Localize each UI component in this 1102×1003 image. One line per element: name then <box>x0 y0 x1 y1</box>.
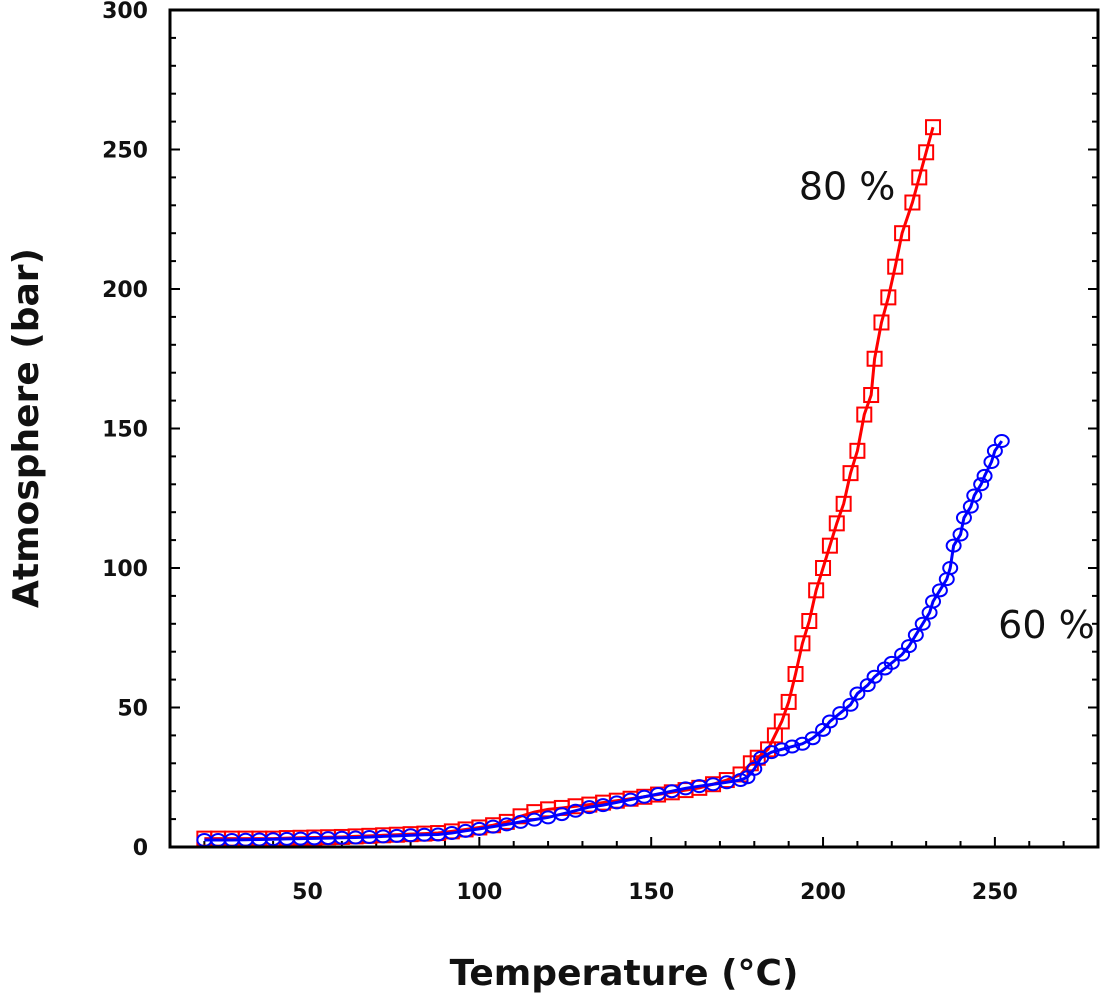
data-point <box>955 510 972 525</box>
data-point <box>866 669 883 684</box>
data-point <box>904 194 921 211</box>
data-point <box>821 537 838 554</box>
y-tick-label: 300 <box>102 0 148 24</box>
data-point <box>866 350 883 367</box>
x-tick-label: 250 <box>972 880 1018 905</box>
data-point <box>873 314 890 331</box>
data-point <box>746 761 763 776</box>
annotation-80: 80 % <box>799 165 896 209</box>
annotation-60: 60 % <box>998 603 1095 647</box>
data-point <box>918 144 935 161</box>
data-point <box>849 442 866 459</box>
y-tick-label: 150 <box>102 418 148 443</box>
data-point <box>856 406 873 423</box>
data-point <box>911 169 928 186</box>
data-point <box>780 693 797 710</box>
x-tick-label: 150 <box>628 880 674 905</box>
y-tick-label: 100 <box>102 557 148 582</box>
data-point <box>832 706 849 721</box>
series-1 <box>196 434 1010 848</box>
data-point <box>784 739 801 754</box>
data-point <box>993 434 1010 449</box>
data-point <box>942 561 959 575</box>
ticks: 50 100 150 200 250 0 50 100 150 200 250 300 <box>102 0 1098 905</box>
y-tick-label: 50 <box>117 697 148 722</box>
y-tick-label: 250 <box>102 139 148 164</box>
data-point <box>907 627 924 642</box>
data-point <box>952 527 969 542</box>
data-point <box>925 119 942 136</box>
y-axis-label: Atmosphere (bar) <box>6 248 47 608</box>
data-point <box>815 560 832 576</box>
data-point <box>849 686 866 701</box>
data-point <box>966 488 983 503</box>
data-point <box>804 731 821 746</box>
data-point <box>925 594 942 609</box>
data-point <box>880 289 897 306</box>
series-0 <box>196 119 942 847</box>
y-tick-label: 200 <box>102 278 148 303</box>
x-axis-label: Temperature (°C) <box>450 953 799 994</box>
data-point <box>763 745 780 760</box>
data-point <box>973 477 990 492</box>
data-point <box>842 465 859 482</box>
series-line <box>204 440 1003 842</box>
data-point <box>808 582 825 599</box>
data-point <box>986 443 1003 458</box>
data-point <box>945 538 962 553</box>
data-point <box>863 387 880 404</box>
data-point <box>842 697 859 712</box>
data-point <box>773 713 790 730</box>
data-point <box>900 639 917 654</box>
data-point <box>773 742 790 757</box>
data-point <box>787 666 804 683</box>
series <box>196 119 1010 848</box>
data-point <box>883 655 900 670</box>
data-point <box>931 583 948 598</box>
data-point <box>828 515 845 532</box>
data-point <box>976 468 993 483</box>
data-point <box>894 225 911 242</box>
data-point <box>887 258 904 275</box>
y-tick-label: 0 <box>133 836 148 861</box>
series-line <box>204 126 935 841</box>
x-tick-label: 50 <box>292 880 323 905</box>
data-point <box>821 714 838 729</box>
x-tick-label: 100 <box>456 880 502 905</box>
data-point <box>794 635 811 652</box>
plot-frame <box>168 8 1100 849</box>
data-point <box>835 495 852 512</box>
data-point <box>801 613 818 630</box>
data-point <box>914 616 931 631</box>
x-tick-label: 200 <box>800 880 846 905</box>
